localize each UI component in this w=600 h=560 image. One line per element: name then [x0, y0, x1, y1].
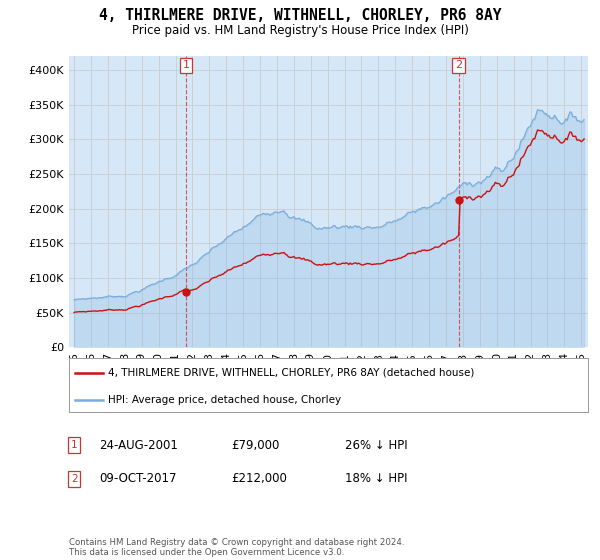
Text: 1: 1: [182, 60, 190, 71]
Text: 24-AUG-2001: 24-AUG-2001: [99, 438, 178, 452]
Text: 2: 2: [71, 474, 77, 484]
Text: 1: 1: [71, 440, 77, 450]
Text: £212,000: £212,000: [231, 472, 287, 486]
Text: 09-OCT-2017: 09-OCT-2017: [99, 472, 176, 486]
Text: 4, THIRLMERE DRIVE, WITHNELL, CHORLEY, PR6 8AY: 4, THIRLMERE DRIVE, WITHNELL, CHORLEY, P…: [99, 8, 501, 24]
Text: Price paid vs. HM Land Registry's House Price Index (HPI): Price paid vs. HM Land Registry's House …: [131, 24, 469, 36]
Text: HPI: Average price, detached house, Chorley: HPI: Average price, detached house, Chor…: [108, 395, 341, 405]
Text: £79,000: £79,000: [231, 438, 280, 452]
Text: 26% ↓ HPI: 26% ↓ HPI: [345, 438, 407, 452]
Text: 2: 2: [455, 60, 462, 71]
Text: 4, THIRLMERE DRIVE, WITHNELL, CHORLEY, PR6 8AY (detached house): 4, THIRLMERE DRIVE, WITHNELL, CHORLEY, P…: [108, 368, 475, 378]
Text: 18% ↓ HPI: 18% ↓ HPI: [345, 472, 407, 486]
Text: Contains HM Land Registry data © Crown copyright and database right 2024.
This d: Contains HM Land Registry data © Crown c…: [69, 538, 404, 557]
